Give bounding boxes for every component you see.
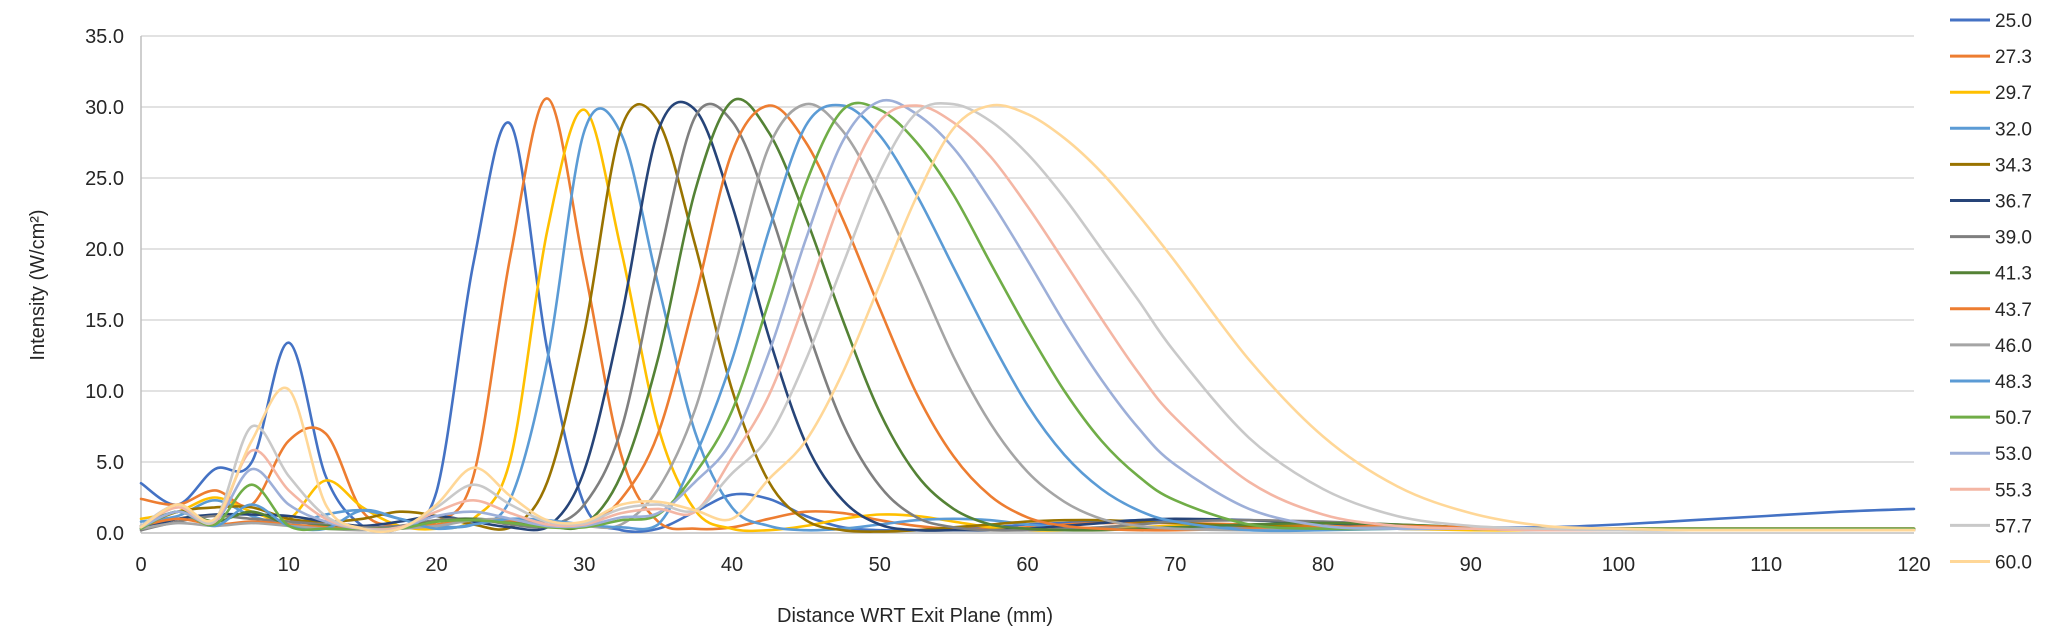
series-line-43-7 — [139, 104, 1916, 532]
series-line-60-0 — [139, 103, 1916, 534]
y-tick-label: 5.0 — [96, 452, 124, 474]
legend-label: 36.7 — [1995, 192, 2032, 213]
series-line-57-7 — [139, 101, 1916, 533]
legend-label: 53.0 — [1995, 444, 2032, 465]
legend-item: 46.0 — [1950, 336, 2032, 357]
x-axis-ticks: 0 10 20 30 40 50 60 70 80 90 100 110 120 — [135, 554, 1930, 576]
x-tick-label: 70 — [1164, 554, 1186, 576]
x-tick-label: 20 — [425, 554, 447, 576]
legend-label: 48.3 — [1995, 372, 2032, 393]
legend-item: 36.7 — [1950, 192, 2032, 213]
y-tick-label: 30.0 — [85, 97, 124, 119]
legend-item: 34.3 — [1950, 155, 2032, 176]
x-tick-label: 0 — [135, 554, 146, 576]
x-tick-label: 80 — [1312, 554, 1334, 576]
legend-label: 39.0 — [1995, 228, 2032, 249]
legend-item: 48.3 — [1950, 372, 2032, 393]
y-tick-label: 0.0 — [96, 523, 124, 545]
legend-label: 27.3 — [1995, 47, 2032, 68]
y-tick-label: 20.0 — [85, 239, 124, 261]
series-line-50-7 — [139, 101, 1916, 532]
x-tick-label: 90 — [1460, 554, 1482, 576]
legend-label: 34.3 — [1995, 155, 2032, 176]
legend-item: 27.3 — [1950, 47, 2032, 68]
series-line-53-0 — [139, 98, 1916, 532]
legend-item: 29.7 — [1950, 83, 2032, 104]
x-tick-label: 110 — [1750, 554, 1782, 576]
legend-item: 55.3 — [1950, 480, 2032, 501]
x-tick-label: 50 — [869, 554, 891, 576]
legend-item: 53.0 — [1950, 444, 2032, 465]
legend-label: 43.7 — [1995, 300, 2032, 321]
series-line-55-3 — [139, 104, 1916, 532]
series-line-48-3 — [139, 103, 1916, 533]
legend-label: 50.7 — [1995, 408, 2032, 429]
legend-item: 39.0 — [1950, 228, 2032, 249]
legend-item: 57.7 — [1950, 516, 2032, 537]
x-tick-label: 30 — [573, 554, 595, 576]
series-lines — [139, 97, 1916, 534]
gridlines — [141, 35, 1914, 463]
x-tick-label: 120 — [1897, 554, 1930, 576]
legend-label: 29.7 — [1995, 83, 2032, 104]
x-tick-label: 100 — [1602, 554, 1635, 576]
y-tick-label: 10.0 — [85, 381, 124, 403]
y-tick-label: 35.0 — [85, 26, 124, 48]
y-axis-title: Intensity (W/cm²) — [27, 209, 49, 360]
y-tick-label: 25.0 — [85, 168, 124, 190]
legend-item: 43.7 — [1950, 300, 2032, 321]
legend-label: 55.3 — [1995, 480, 2032, 501]
legend: 25.0 27.3 29.7 32.0 34.3 36.7 39.0 41.3 43.7 46.0… — [1950, 11, 2032, 574]
legend-label: 46.0 — [1995, 336, 2032, 357]
x-axis-title: Distance WRT Exit Plane (mm) — [777, 605, 1053, 627]
y-tick-label: 15.0 — [85, 310, 124, 332]
legend-label: 32.0 — [1995, 119, 2032, 140]
series-line-36-7 — [139, 100, 1916, 532]
legend-label: 41.3 — [1995, 264, 2032, 285]
series-line-27-3 — [139, 97, 1916, 531]
series-line-41-3 — [139, 97, 1916, 532]
y-axis-ticks: 0.0 5.0 10.0 15.0 20.0 25.0 30.0 35.0 — [85, 26, 124, 545]
legend-item: 60.0 — [1950, 553, 2032, 574]
legend-label: 25.0 — [1995, 11, 2032, 32]
x-tick-label: 60 — [1016, 554, 1038, 576]
x-tick-label: 10 — [278, 554, 300, 576]
legend-item: 32.0 — [1950, 119, 2032, 140]
series-line-34-3 — [139, 103, 1916, 533]
series-line-46-0 — [139, 102, 1916, 532]
x-tick-label: 40 — [721, 554, 743, 576]
legend-item: 50.7 — [1950, 408, 2032, 429]
legend-item: 41.3 — [1950, 264, 2032, 285]
legend-label: 60.0 — [1995, 553, 2032, 574]
series-line-39-0 — [139, 102, 1916, 532]
legend-item: 25.0 — [1950, 11, 2032, 32]
legend-label: 57.7 — [1995, 516, 2032, 537]
